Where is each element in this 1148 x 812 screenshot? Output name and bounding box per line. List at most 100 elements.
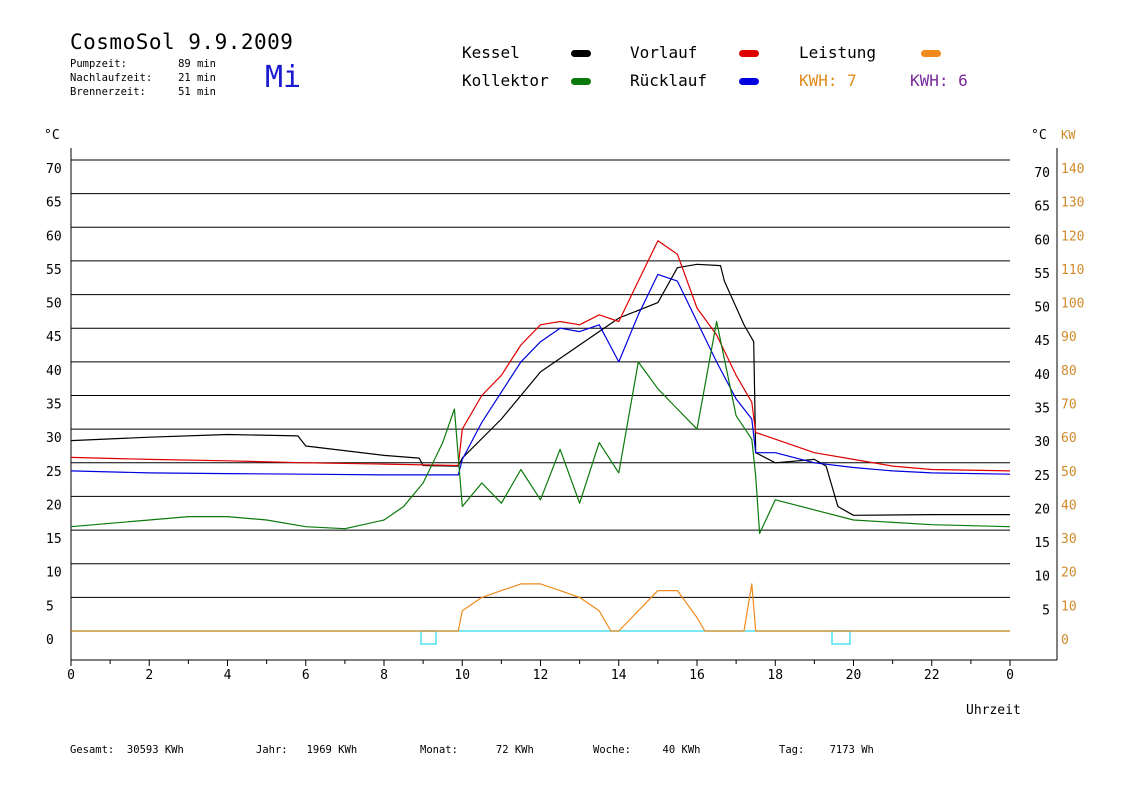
footer-woche-label: Woche: [593, 744, 631, 756]
kwh-orange-label: KWH: 7 [799, 71, 857, 90]
stat-label: Brennerzeit: [70, 86, 146, 98]
y-right-c-tick-label: 30 [1034, 435, 1050, 450]
legend-swatch-kollektor [571, 78, 591, 85]
y-left-tick-label: 65 [46, 196, 62, 211]
series-line-leistung [71, 583, 1010, 632]
legend-label-vorlauf: Vorlauf [630, 43, 698, 62]
y-right-kw-tick-label: 110 [1061, 263, 1084, 278]
marker-box [420, 630, 437, 645]
y-left-tick-label: 0 [46, 633, 54, 648]
y-right-c-tick-label: 50 [1034, 301, 1050, 316]
legend-label-ruecklauf: Rücklauf [630, 71, 708, 90]
kwh-purple-label: KWH: 6 [910, 71, 968, 90]
footer-jahr-value: 1969 KWh [306, 744, 358, 756]
y-left-tick-label: 60 [46, 229, 62, 244]
footer-woche-value: 40 KWh [662, 744, 701, 756]
stat-row: Pumpzeit: 89 min [70, 58, 216, 70]
footer-woche: Woche: 40 KWh [593, 744, 700, 756]
x-tick-label: 2 [145, 668, 153, 683]
y-right-kw-tick-label: 100 [1061, 297, 1084, 312]
y-right-c-tick-label: 60 [1034, 233, 1050, 248]
footer-jahr-label: Jahr: [256, 744, 288, 756]
y-right-c-tick-label: 70 [1034, 166, 1050, 181]
x-tick-label: 22 [924, 668, 940, 683]
y-left-tick-label: 35 [46, 398, 62, 413]
footer-jahr: Jahr: 1969 KWh [256, 744, 357, 756]
y-left-tick-label: 15 [46, 532, 62, 547]
footer-gesamt: Gesamt: 30593 KWh [70, 744, 184, 756]
footer-monat-label: Monat: [420, 744, 458, 756]
x-tick-label: 12 [533, 668, 549, 683]
x-tick-label: 16 [689, 668, 705, 683]
y-left-tick-label: 45 [46, 330, 62, 345]
footer-monat: Monat: 72 KWh [420, 744, 534, 756]
y-left-tick-label: 40 [46, 364, 62, 379]
y-right-kw-tick-label: 30 [1061, 532, 1077, 547]
stat-row: Brennerzeit: 51 min [70, 86, 216, 98]
y-right-kw-tick-label: 60 [1061, 431, 1077, 446]
y-right-c-tick-label: 40 [1034, 368, 1050, 383]
y-left-tick-label: 30 [46, 431, 62, 446]
y-left-tick-label: 50 [46, 297, 62, 312]
stat-label: Pumpzeit: [70, 58, 127, 70]
chart-title: CosmoSol 9.9.2009 [70, 30, 294, 54]
y-right-kw-tick-label: 90 [1061, 330, 1077, 345]
y-right-kw-tick-label: 10 [1061, 599, 1077, 614]
stat-value: 21 min [178, 72, 216, 84]
y-left-tick-label: 5 [46, 599, 54, 614]
y-right-kw-tick-label: 20 [1061, 566, 1077, 581]
y-left-tick-label: 10 [46, 566, 62, 581]
x-tick-label: 20 [846, 668, 862, 683]
y-right-kw-tick-label: 130 [1061, 196, 1084, 211]
x-tick-label: 18 [767, 668, 783, 683]
x-tick-label: 10 [454, 668, 470, 683]
weekday-label: Mi [265, 60, 302, 95]
footer-tag-value: 7173 Wh [829, 744, 874, 756]
series-group [70, 240, 1011, 632]
footer-gesamt-value: 30593 KWh [126, 744, 184, 756]
y-right-kw-tick-label: 0 [1061, 633, 1069, 648]
x-axis-label: Uhrzeit [966, 703, 1021, 718]
y-right-c-tick-label: 35 [1034, 402, 1050, 417]
right-axis-unit-kw: KW [1061, 128, 1076, 142]
legend-label-kollektor: Kollektor [462, 71, 549, 90]
y-right-c-tick-label: 15 [1034, 536, 1050, 551]
x-tick-label: 0 [1006, 668, 1014, 683]
y-right-kw-tick-label: 140 [1061, 162, 1084, 177]
y-right-c-tick-label: 45 [1034, 334, 1050, 349]
stat-value: 51 min [178, 86, 216, 98]
y-left-tick-label: 20 [46, 498, 62, 513]
footer-tag-label: Tag: [779, 744, 805, 756]
y-left-tick-label: 55 [46, 263, 62, 278]
right-axis-unit-celsius: °C [1031, 128, 1047, 143]
axes [70, 148, 1058, 666]
y-right-kw-tick-label: 40 [1061, 498, 1077, 513]
stat-value: 89 min [178, 58, 216, 70]
footer-monat-value: 72 KWh [495, 744, 534, 756]
x-tick-label: 14 [611, 668, 627, 683]
stat-row: Nachlaufzeit: 21 min [70, 72, 216, 84]
legend-swatch-kessel [571, 50, 591, 57]
y-right-kw-tick-label: 70 [1061, 398, 1077, 413]
x-tick-label: 6 [302, 668, 310, 683]
y-right-c-tick-label: 25 [1034, 469, 1050, 484]
footer-tag: Tag: 7173 Wh [779, 744, 874, 756]
x-tick-label: 0 [67, 668, 75, 683]
legend-label-kessel: Kessel [462, 43, 520, 62]
y-right-c-tick-label: 5 [1042, 603, 1050, 618]
y-right-kw-tick-label: 80 [1061, 364, 1077, 379]
marker-box [831, 630, 851, 645]
grid-lines [71, 159, 1010, 645]
x-tick-label: 4 [224, 668, 232, 683]
x-tick-label: 8 [380, 668, 388, 683]
legend-swatch-leistung [921, 50, 941, 57]
legend-label-leistung: Leistung [799, 43, 877, 62]
y-left-tick-label: 70 [46, 162, 62, 177]
stat-label: Nachlaufzeit: [70, 72, 153, 84]
y-right-c-tick-label: 20 [1034, 502, 1050, 517]
y-right-c-tick-label: 65 [1034, 200, 1050, 215]
y-left-tick-label: 25 [46, 465, 62, 480]
series-line-kollektor [70, 320, 1011, 535]
footer-gesamt-label: Gesamt: [70, 744, 115, 756]
